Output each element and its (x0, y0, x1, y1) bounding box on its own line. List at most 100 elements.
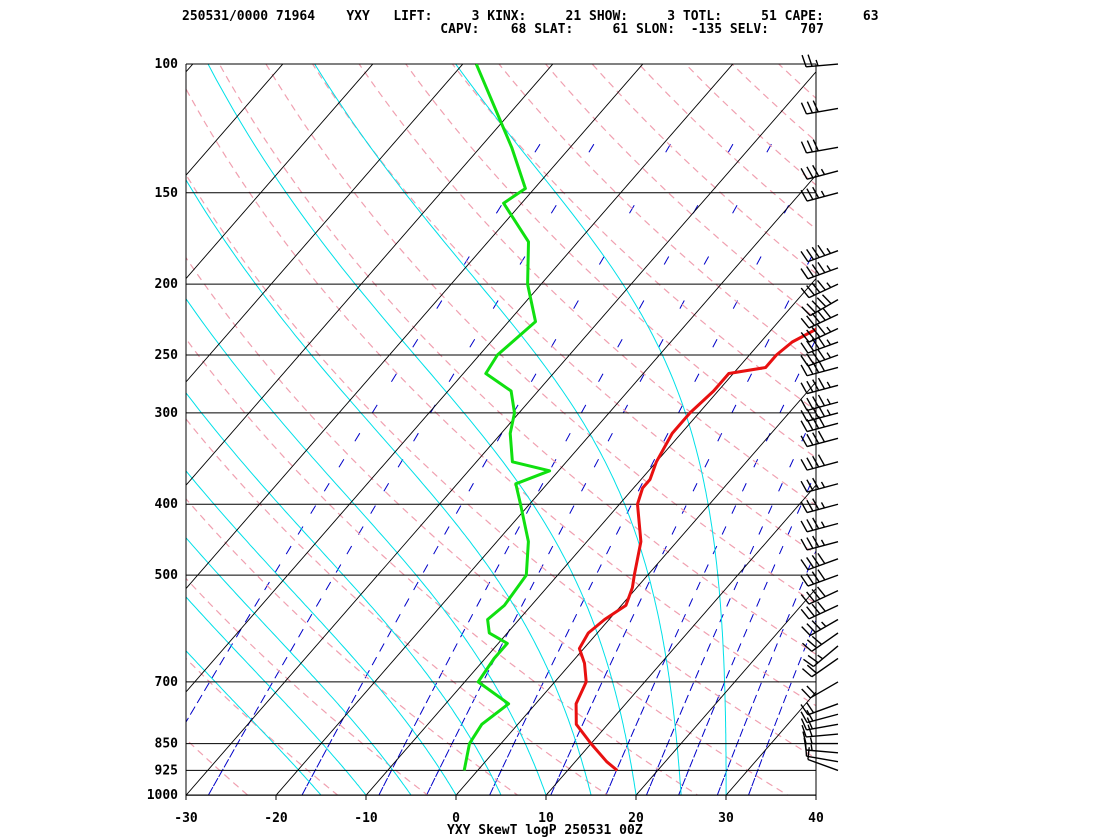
wind-barb-flag (817, 377, 826, 390)
mixing-ratio-dash (335, 564, 342, 573)
wind-barb-staff (808, 604, 839, 620)
wind-barb (800, 244, 839, 263)
wind-barb-flag (806, 303, 816, 314)
mixing-ratio-dash (274, 669, 280, 679)
mixing-ratio-dash (969, 205, 973, 213)
mixing-ratio-dash (842, 483, 846, 491)
mixing-ratio-dash (460, 717, 466, 727)
wind-barb-flag (811, 312, 821, 324)
mixing-ratio-dash (455, 505, 462, 514)
mixing-ratio-dash (681, 613, 686, 623)
wind-barb (801, 294, 839, 317)
mixing-ratio-dash (551, 458, 557, 468)
mixing-ratio-dash (567, 749, 572, 758)
mixing-ratio-dash (463, 256, 470, 265)
mixing-ratio-dash (525, 505, 532, 514)
dry-adiabat-line (405, 64, 816, 459)
mixing-ratio-dash (874, 339, 878, 347)
wind-barb-flag (816, 586, 826, 597)
mixing-ratio-dash (822, 598, 825, 606)
mixing-ratio-dash (720, 682, 725, 692)
mixing-ratio-dash (521, 717, 527, 727)
mixing-ratio-dash (880, 459, 883, 467)
wind-barb-flag (800, 399, 808, 411)
mixing-ratio-dash (397, 458, 404, 468)
moist-adiabat-line (186, 392, 502, 795)
mixing-ratio-dash (603, 670, 609, 679)
header-line-1: 250531/0000 71964 YXY LIFT: 3 KINX: 21 S… (182, 9, 879, 24)
mixing-ratio-dash (494, 564, 500, 573)
wind-barb-flag (800, 520, 808, 533)
mixing-ratio-dash (681, 505, 687, 514)
pressure-tick-label: 925 (155, 763, 178, 778)
isobars: 100 150 200 250 300 400 500 700 850 925 1000 (147, 57, 816, 803)
mixing-ratio-dash (706, 717, 711, 727)
mixing-ratio-dash (404, 598, 410, 607)
mixing-ratio-dash (426, 786, 431, 795)
mixing-ratio-dash (371, 656, 378, 666)
dry-adiabat-line (0, 48, 175, 811)
wind-barb-half-flag (815, 59, 819, 67)
mixing-ratio-dash (731, 404, 737, 414)
wind-barb-staff (809, 681, 839, 699)
mixing-ratio-dash (551, 656, 557, 666)
wind-barb-flag (806, 606, 815, 617)
mixing-ratio-dash (430, 777, 436, 787)
mixing-ratio-dash (828, 582, 831, 590)
mixing-ratio-dash (886, 256, 890, 264)
wind-barb-flag (811, 300, 822, 311)
mixing-ratio-dash (741, 483, 747, 492)
mixing-ratio-dash (431, 682, 438, 692)
wind-barb-flag (800, 501, 808, 513)
mixing-ratio-dash (637, 598, 642, 607)
wind-barb-flag (806, 519, 814, 531)
mixing-ratio-dash (860, 506, 863, 514)
mixing-ratio-dash (694, 373, 700, 383)
pressure-tick-label: 500 (155, 568, 179, 583)
dry-adiabat-line (186, 418, 609, 795)
wind-barb-flag (806, 329, 815, 340)
wind-barb-flag (811, 326, 821, 338)
mixing-ratio-dash (274, 564, 281, 573)
mixing-ratio-dash (678, 404, 684, 414)
mixing-ratio-dash (727, 143, 734, 153)
mixing-ratio-dash (767, 505, 773, 514)
wind-barb-half-flag (820, 502, 826, 509)
isotherm-line (186, 64, 644, 590)
mixing-ratio-dash (588, 143, 595, 153)
wind-barb-staff (807, 758, 839, 772)
wind-barb (800, 702, 839, 716)
wind-barb-flag (812, 379, 820, 391)
wind-barb-half-flag (826, 247, 832, 254)
mixing-ratio-dash (658, 339, 664, 348)
mixing-ratio-dash (778, 545, 784, 555)
wind-barb-flag (817, 244, 826, 256)
wind-barb (800, 100, 839, 115)
mixing-ratio-dash (731, 505, 737, 514)
wind-barb (803, 645, 839, 668)
axis-ticks: -30 -20 -10 0 10 20 30 40 (174, 795, 824, 826)
mixing-ratio-dash (351, 694, 357, 704)
wind-barb-flag (800, 704, 809, 716)
mixing-ratio-dash (774, 717, 779, 727)
wind-barb-flag (806, 315, 815, 326)
mixing-ratio-dash (739, 728, 744, 737)
dry-adiabat-line (637, 64, 816, 230)
wind-barbs (800, 54, 839, 772)
moist-adiabat-line (186, 596, 367, 795)
mixing-ratio-dash (383, 482, 390, 492)
mixing-ratio-dash (529, 581, 535, 591)
mixing-ratio-dash (679, 706, 684, 715)
dry-adiabat-line (186, 497, 519, 795)
mixing-ratio-dash (674, 717, 680, 727)
isotherm-line (186, 64, 464, 383)
wind-barb (800, 336, 839, 354)
mixing-ratio-dash (203, 682, 210, 692)
wind-barb-flag (800, 364, 808, 377)
mixing-ratio-dash (779, 404, 785, 414)
mixing-ratio-dash (720, 777, 725, 787)
wind-barb-flag (800, 559, 809, 571)
wind-barb-half-flag (809, 737, 813, 744)
mixing-ratio-dash (207, 786, 214, 795)
mixing-ratio-dash (950, 301, 954, 309)
